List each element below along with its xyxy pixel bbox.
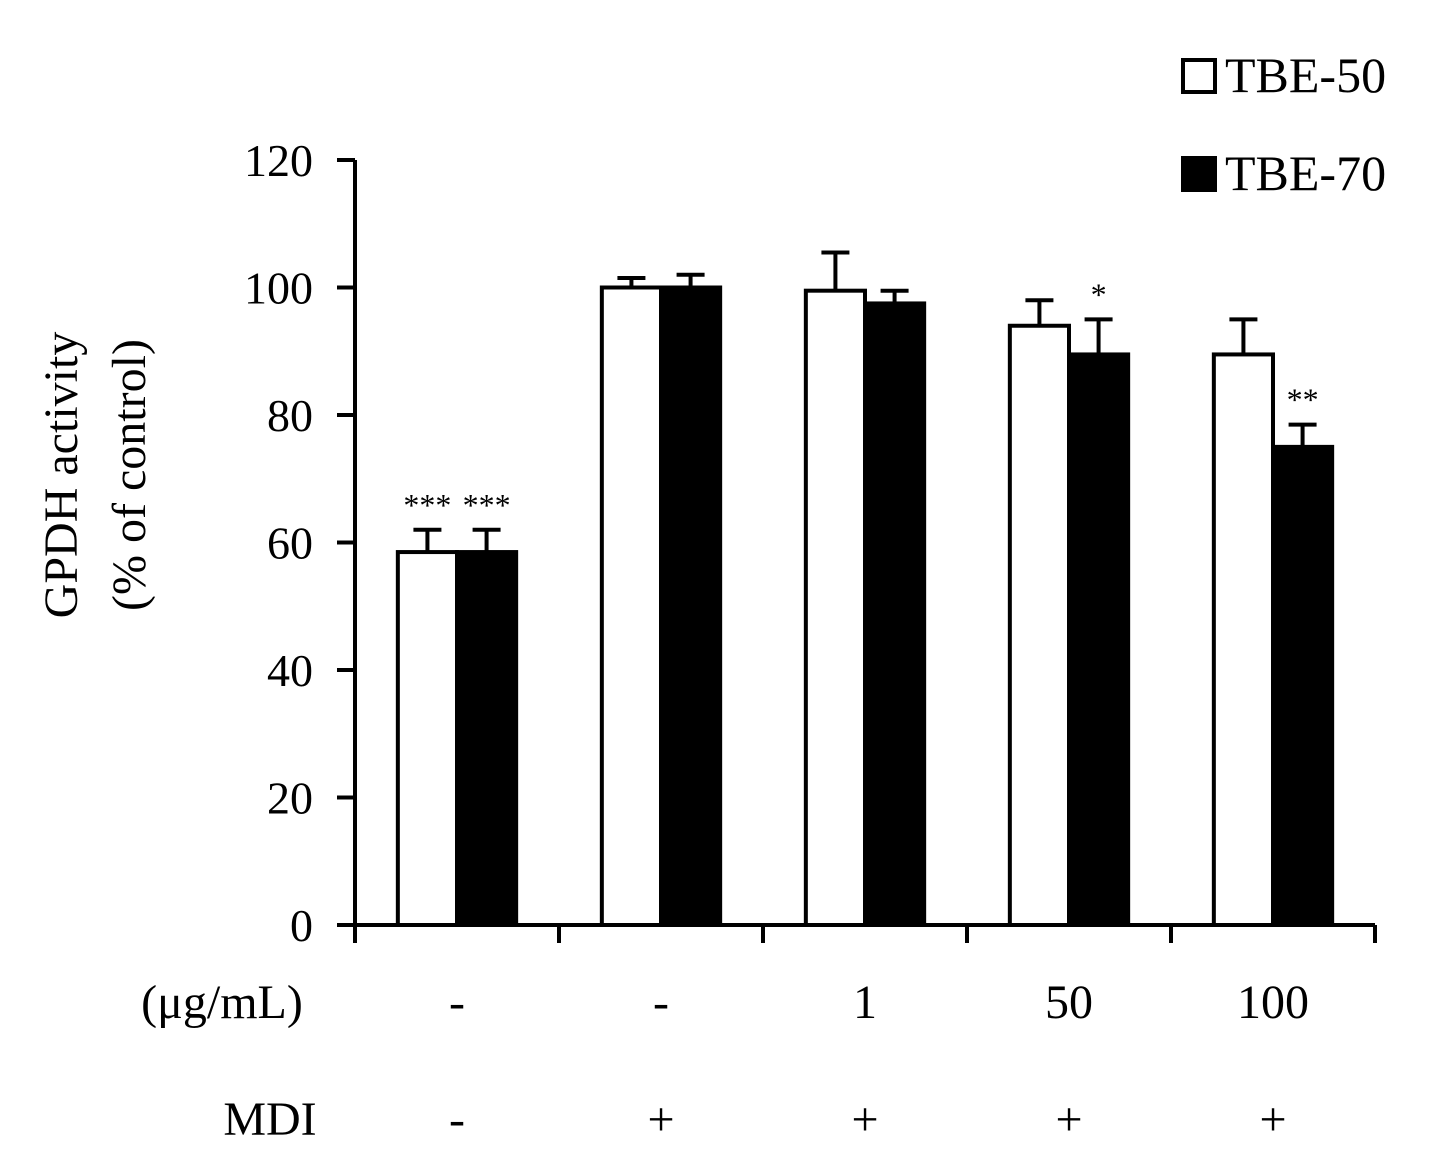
- bar-tbe-70-2: [659, 285, 723, 927]
- mdi-row-label: MDI: [223, 1093, 316, 1146]
- significance-label: ***: [403, 487, 451, 523]
- concentration-row-label: (μg/mL): [141, 976, 303, 1029]
- significance-label: *: [1091, 276, 1107, 312]
- y-tick-label: 20: [267, 773, 313, 824]
- bar-tbe-70-1: [455, 550, 519, 927]
- significance-label: **: [1287, 382, 1319, 418]
- y-tick-label: 120: [244, 135, 313, 186]
- legend-label-tbe-50: TBE-50: [1225, 47, 1386, 103]
- bar-tbe-50-2: [599, 285, 664, 927]
- bars: [395, 285, 1335, 927]
- legend-swatch-tbe-70: [1181, 156, 1217, 192]
- y-tick-label: 0: [290, 900, 313, 951]
- y-tick-label: 40: [267, 645, 313, 696]
- x-ticks: [353, 925, 1377, 943]
- y-axis-title-line-1: GPDH activity: [35, 332, 88, 619]
- mdi-value: +: [647, 1093, 674, 1146]
- y-tick-label: 100: [244, 263, 313, 314]
- y-tick-label: 80: [267, 390, 313, 441]
- bar-tbe-50-3: [803, 288, 868, 927]
- legend-label-tbe-70: TBE-70: [1225, 145, 1386, 201]
- mdi-value: -: [449, 1093, 465, 1146]
- y-ticks: 0 20 40 60 80 100 120: [244, 135, 355, 951]
- significance-labels: *** ******: [403, 276, 1318, 522]
- concentration-value: 50: [1045, 976, 1093, 1029]
- error-bars: [413, 250, 1317, 553]
- bar-tbe-50-5: [1211, 352, 1275, 927]
- mdi-value: +: [851, 1093, 878, 1146]
- bar-tbe-70-3: [863, 301, 927, 927]
- bar-tbe-50-4: [1007, 323, 1072, 927]
- concentration-value: 100: [1237, 976, 1309, 1029]
- bar-tbe-70-4: [1067, 352, 1131, 927]
- y-tick-label: 60: [267, 518, 313, 569]
- y-axis-title-line-2: (% of control): [103, 339, 156, 611]
- concentration-values: - - 1 50 100: [449, 976, 1309, 1029]
- mdi-value: +: [1259, 1093, 1286, 1146]
- concentration-value: 1: [853, 976, 877, 1029]
- mdi-values: - + + + +: [449, 1093, 1287, 1146]
- bar-tbe-50-1: [395, 550, 459, 927]
- concentration-value: -: [653, 976, 669, 1029]
- mdi-value: +: [1055, 1093, 1082, 1146]
- bar-tbe-70-5: [1271, 444, 1335, 927]
- legend: TBE-50 TBE-70: [1181, 47, 1386, 201]
- significance-label: ***: [463, 487, 511, 523]
- concentration-value: -: [449, 976, 465, 1029]
- legend-swatch-tbe-50: [1181, 58, 1217, 94]
